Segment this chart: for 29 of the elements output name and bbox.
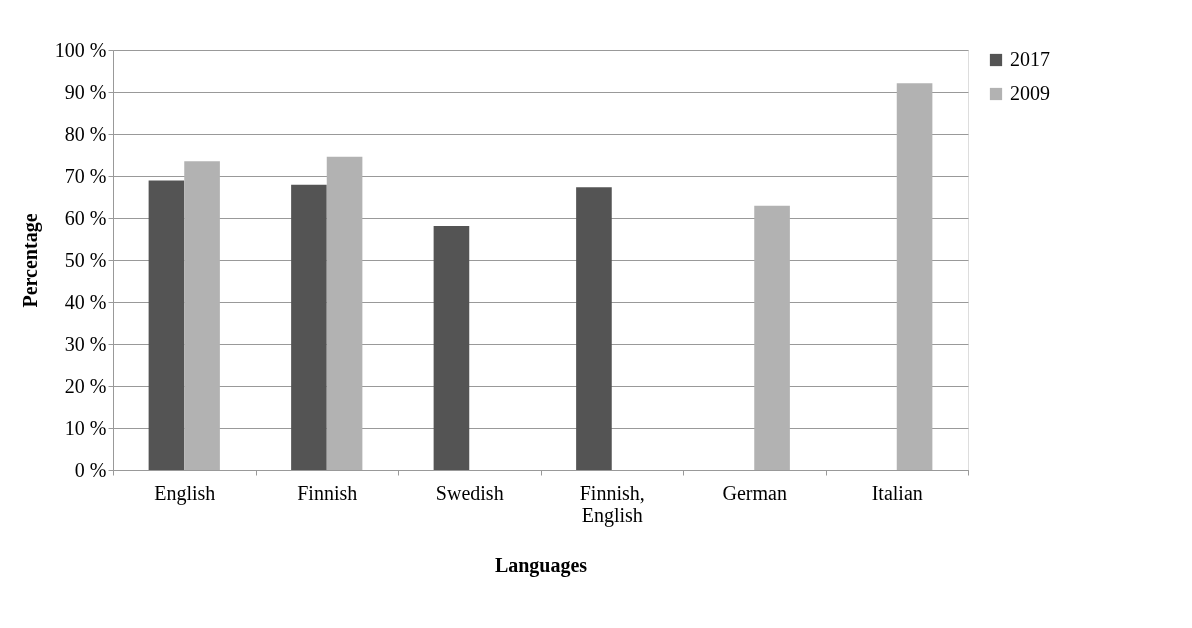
bar bbox=[754, 205, 790, 470]
bar bbox=[148, 180, 185, 470]
x-axis-title: Languages bbox=[494, 553, 588, 577]
x-tick-label: Italian bbox=[871, 481, 923, 504]
x-tick-label: Finnish bbox=[297, 481, 358, 504]
legend-label: 2017 bbox=[1010, 48, 1050, 70]
y-tick-label: 80 % bbox=[64, 122, 107, 145]
bar bbox=[433, 225, 470, 470]
x-tick-label: English bbox=[154, 481, 216, 505]
bar bbox=[576, 187, 612, 470]
y-tick-label: 50 % bbox=[64, 248, 107, 271]
x-tick-label: Swedish bbox=[435, 481, 504, 504]
bar bbox=[326, 156, 363, 470]
y-tick-label: 30 % bbox=[64, 332, 107, 355]
y-tick-label: 90 % bbox=[64, 80, 107, 103]
y-tick-label: 60 % bbox=[64, 206, 107, 229]
y-tick-label: 0 % bbox=[74, 458, 107, 481]
bar bbox=[896, 83, 933, 470]
y-tick-label: 10 % bbox=[64, 416, 107, 439]
y-axis-title: Percentage bbox=[18, 213, 42, 308]
x-tick-label: German bbox=[722, 481, 787, 504]
y-tick-label: 70 % bbox=[64, 164, 107, 187]
y-tick-label: 20 % bbox=[64, 374, 107, 397]
x-tick-label: Finnish, English bbox=[579, 481, 645, 527]
bar bbox=[184, 161, 220, 470]
y-tick-label: 40 % bbox=[64, 290, 107, 313]
bar bbox=[291, 184, 327, 470]
legend-label: 2009 bbox=[1010, 82, 1050, 104]
y-tick-label: 100 % bbox=[54, 38, 107, 61]
